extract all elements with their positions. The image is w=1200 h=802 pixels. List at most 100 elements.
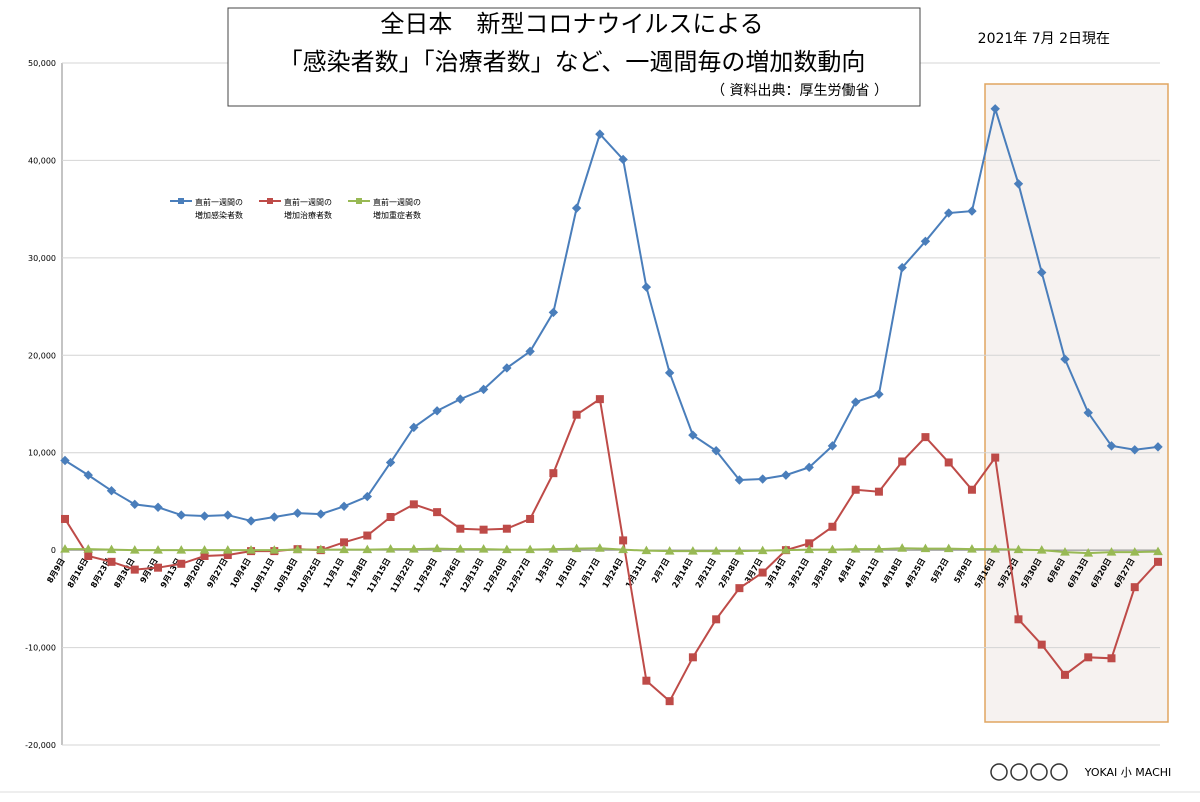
x-tick-label: 4月25日 — [903, 557, 927, 590]
marker — [571, 203, 582, 213]
marker — [176, 510, 186, 520]
x-tick-label: 4月4日 — [836, 557, 857, 585]
marker — [641, 282, 652, 292]
x-tick-label: 9月27日 — [205, 557, 229, 590]
x-tick-label: 4月18日 — [880, 557, 904, 590]
cc-icons — [990, 763, 1068, 781]
marker — [222, 545, 233, 554]
marker — [478, 544, 489, 553]
marker — [571, 543, 582, 553]
marker — [61, 514, 69, 523]
x-tick-label: 3月14日 — [764, 557, 788, 590]
y-tick-label: 50,000 — [28, 59, 56, 68]
marker — [525, 544, 535, 554]
marker — [1060, 547, 1070, 556]
legend-swatch — [348, 196, 370, 204]
marker — [688, 653, 697, 662]
marker — [595, 543, 605, 552]
x-tick-label: 12月6日 — [438, 557, 462, 590]
marker — [897, 262, 907, 273]
marker — [1037, 267, 1047, 278]
marker — [409, 500, 418, 509]
marker — [479, 525, 488, 534]
marker — [548, 307, 559, 318]
marker — [269, 545, 280, 554]
x-tick-label: 12月27日 — [505, 557, 532, 595]
marker — [1153, 546, 1163, 556]
x-tick-label: 1月3日 — [534, 557, 555, 585]
x-tick-label: 1月10日 — [554, 557, 578, 590]
marker — [177, 559, 186, 568]
marker — [711, 446, 721, 456]
marker — [362, 544, 373, 554]
y-tick-label: 20,000 — [28, 351, 56, 360]
marker — [990, 544, 1001, 553]
marker — [688, 546, 698, 555]
marker — [107, 557, 116, 566]
marker — [246, 545, 256, 554]
marker — [432, 543, 442, 553]
legend-swatch — [170, 196, 192, 204]
marker — [1060, 670, 1069, 679]
marker — [734, 546, 745, 555]
marker — [712, 615, 721, 624]
marker — [1107, 654, 1116, 663]
x-tick-label: 10月4日 — [229, 557, 253, 590]
marker — [967, 544, 977, 553]
marker — [664, 368, 675, 378]
y-tick-label: 10,000 — [28, 449, 56, 458]
logo: YOKAI 小 MACHI — [1084, 766, 1172, 779]
marker — [1083, 408, 1093, 418]
marker — [618, 154, 628, 165]
marker — [1037, 640, 1046, 649]
marker — [1060, 354, 1070, 364]
marker — [1106, 441, 1117, 451]
marker — [153, 545, 163, 554]
legend-item: 直前一週間の 増加重症者数 — [348, 196, 421, 222]
marker — [967, 485, 976, 494]
marker — [1084, 653, 1093, 662]
marker — [84, 551, 93, 560]
marker — [1154, 557, 1162, 566]
marker — [129, 545, 140, 554]
marker — [1083, 548, 1094, 557]
marker — [967, 206, 977, 216]
marker — [781, 470, 791, 480]
x-tick-label: 8月9日 — [45, 557, 66, 585]
marker — [292, 508, 303, 518]
marker — [850, 397, 861, 407]
marker — [618, 544, 628, 554]
x-tick-label: 8月16日 — [66, 557, 90, 590]
marker — [502, 363, 512, 373]
marker — [269, 512, 280, 522]
marker — [83, 470, 93, 480]
marker — [642, 676, 651, 685]
marker — [990, 104, 1000, 114]
marker — [828, 522, 837, 531]
y-tick-label: -10,000 — [25, 644, 56, 653]
marker — [944, 458, 953, 467]
marker — [804, 544, 815, 554]
marker — [339, 544, 349, 554]
x-tick-label: 11月29日 — [412, 557, 439, 595]
x-tick-label: 5月9日 — [952, 557, 973, 585]
marker — [526, 514, 535, 523]
marker — [874, 389, 884, 399]
marker — [154, 563, 163, 572]
marker — [1013, 544, 1024, 554]
marker — [920, 543, 931, 553]
marker — [176, 545, 187, 554]
marker — [316, 509, 326, 519]
marker — [595, 395, 604, 404]
marker — [363, 531, 372, 540]
marker — [1153, 442, 1163, 452]
marker — [572, 410, 581, 419]
x-tick-label: 1月17日 — [577, 557, 601, 590]
marker — [1130, 583, 1139, 592]
marker — [851, 485, 860, 494]
marker — [385, 457, 396, 468]
marker — [943, 543, 954, 553]
legend-item: 直前一週間の 増加治療者数 — [259, 196, 332, 222]
marker — [455, 394, 466, 404]
marker — [734, 475, 745, 485]
